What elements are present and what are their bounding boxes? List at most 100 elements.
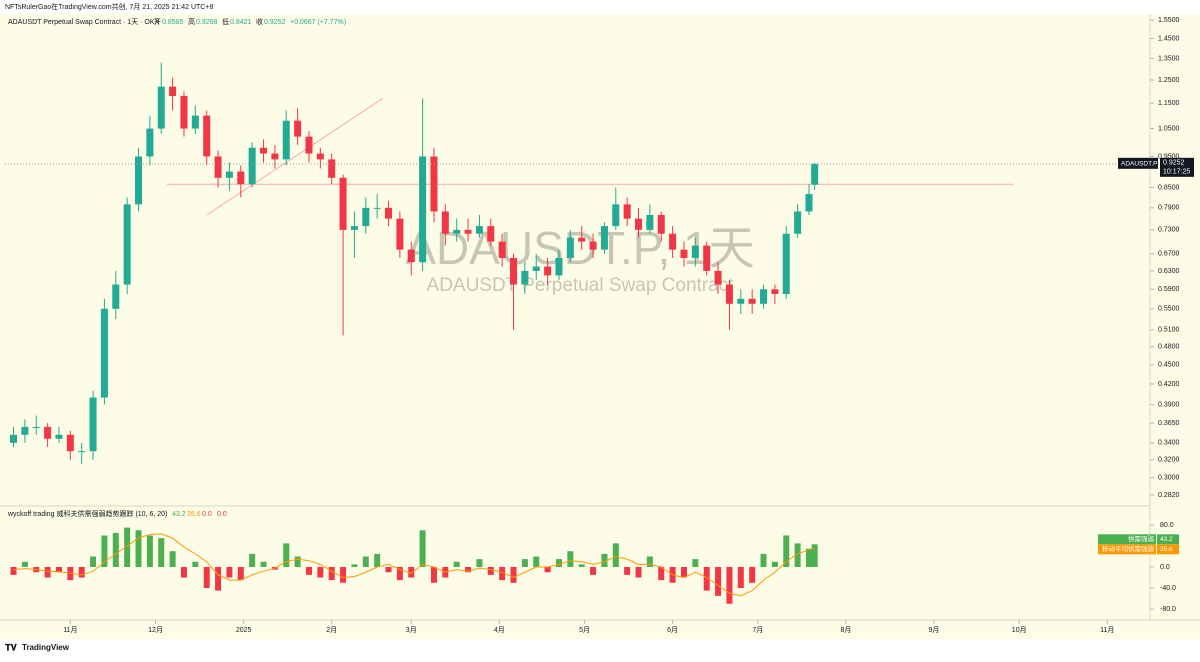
x-tick-label: 5月 xyxy=(579,626,590,634)
ohlc-legend: 开 0.8585 高 0.9268 低 0.8421 收 0.9252 +0.0667 (+7.… xyxy=(154,17,346,26)
histogram-bar xyxy=(521,559,528,567)
y-tick-label: 1.5500 xyxy=(1158,17,1180,24)
histogram-bar xyxy=(55,567,62,573)
candle-body xyxy=(589,241,597,250)
price-label: 0.9252 xyxy=(1163,160,1185,167)
indicator-tick-label: -40.0 xyxy=(1160,585,1176,592)
candle-body xyxy=(294,120,302,137)
candle-body xyxy=(225,171,233,178)
y-tick-label: 1.2500 xyxy=(1158,77,1180,84)
histogram-bar xyxy=(317,567,324,578)
candle-body xyxy=(441,211,449,234)
candle-body xyxy=(362,207,370,227)
histogram-bar xyxy=(624,567,631,575)
footer-logo: 𝐓𝐕 xyxy=(5,642,18,652)
candle-body xyxy=(260,147,268,154)
histogram-bar xyxy=(351,564,358,567)
candle-body xyxy=(521,270,529,285)
candle-body xyxy=(112,284,120,309)
histogram-bar xyxy=(533,556,540,567)
ohlc-key: 低 xyxy=(222,17,229,26)
y-tick-label: 0.4800 xyxy=(1158,344,1180,351)
candle-body xyxy=(32,426,40,428)
candle-body xyxy=(135,156,143,205)
y-tick-label: 0.7300 xyxy=(1158,227,1180,234)
candle-body xyxy=(385,207,393,219)
histogram-bar xyxy=(601,553,608,567)
change: +0.0667 (+7.77%) xyxy=(290,19,346,26)
histogram-bar xyxy=(158,538,165,567)
candle-body xyxy=(191,115,199,129)
candle-body xyxy=(714,270,722,285)
candle-body xyxy=(691,245,699,258)
histogram-bar xyxy=(101,535,108,567)
histogram-bar xyxy=(226,567,233,578)
candle-body xyxy=(180,96,188,129)
histogram-bar xyxy=(249,553,256,567)
legend-name: 供需强弱 xyxy=(1128,534,1154,543)
candle-body xyxy=(771,289,779,294)
histogram-bar xyxy=(419,530,426,567)
histogram-bar xyxy=(362,556,369,567)
y-tick-label: 0.8500 xyxy=(1158,184,1180,191)
y-tick-label: 0.4200 xyxy=(1158,381,1180,388)
x-tick-label: 9月 xyxy=(929,626,940,634)
candle-body xyxy=(55,434,63,439)
histogram-bar xyxy=(749,567,756,583)
histogram-bar xyxy=(487,567,494,575)
indicator-tick-label: -80.0 xyxy=(1160,606,1176,613)
histogram-bar xyxy=(771,561,778,567)
histogram-bar xyxy=(294,556,301,567)
x-tick-label: 11月 xyxy=(1100,626,1114,634)
x-tick-label: 4月 xyxy=(494,626,505,634)
indicator-tick-label: 80.0 xyxy=(1160,522,1174,529)
histogram-bar xyxy=(78,567,85,578)
candle-body xyxy=(350,226,358,230)
histogram-bar xyxy=(283,543,290,567)
y-tick-label: 0.5900 xyxy=(1158,286,1180,293)
candle-body xyxy=(635,218,643,230)
candle-body xyxy=(498,241,506,258)
histogram-bar xyxy=(635,567,642,578)
histogram-bar xyxy=(555,559,562,567)
candle-body xyxy=(532,266,540,271)
candle-body xyxy=(487,226,495,242)
histogram-bar xyxy=(408,567,415,578)
legend-value-tag xyxy=(1157,534,1179,545)
ohlc-value: 0.9268 xyxy=(196,19,218,26)
histogram-bar xyxy=(692,559,699,567)
ohlc-value: 0.9252 xyxy=(264,19,286,26)
histogram-bar xyxy=(476,559,483,567)
candle-body xyxy=(623,204,631,219)
candle-body xyxy=(680,249,688,258)
candle-body xyxy=(78,451,86,453)
histogram-bar xyxy=(10,567,17,575)
histogram-bar xyxy=(260,561,267,567)
histogram-bar xyxy=(726,567,733,604)
candle-body xyxy=(248,147,256,185)
histogram-bar xyxy=(124,527,131,567)
x-tick-label: 12月 xyxy=(148,626,163,634)
candle-body xyxy=(21,426,29,435)
histogram-bar xyxy=(737,567,744,588)
histogram-bar xyxy=(215,567,222,591)
legend-tag xyxy=(1098,544,1156,555)
candle-body xyxy=(328,159,336,178)
candle-body xyxy=(612,204,620,227)
candle-body xyxy=(725,284,733,304)
ohlc-key: 开 xyxy=(154,18,161,26)
histogram-bar xyxy=(783,535,790,567)
price-tag xyxy=(1160,157,1194,177)
y-tick-label: 0.3000 xyxy=(1158,475,1180,482)
y-tick-label: 1.0500 xyxy=(1158,125,1180,132)
ohlc-key: 高 xyxy=(188,17,195,26)
candle-body xyxy=(419,156,427,263)
histogram-bar xyxy=(90,556,97,567)
chart-title: ADAUSDT Perpetual Swap Contract · 1天 · O… xyxy=(8,18,160,26)
candle-body xyxy=(100,308,108,398)
histogram-bar xyxy=(465,567,472,573)
y-tick-label: 0.3900 xyxy=(1158,401,1180,408)
candle-body xyxy=(430,156,438,212)
indicator-title: wyckoff trading 威科夫供需强弱趋势跟踪 (10, 6, 20) xyxy=(7,509,167,518)
candle-body xyxy=(123,204,131,285)
